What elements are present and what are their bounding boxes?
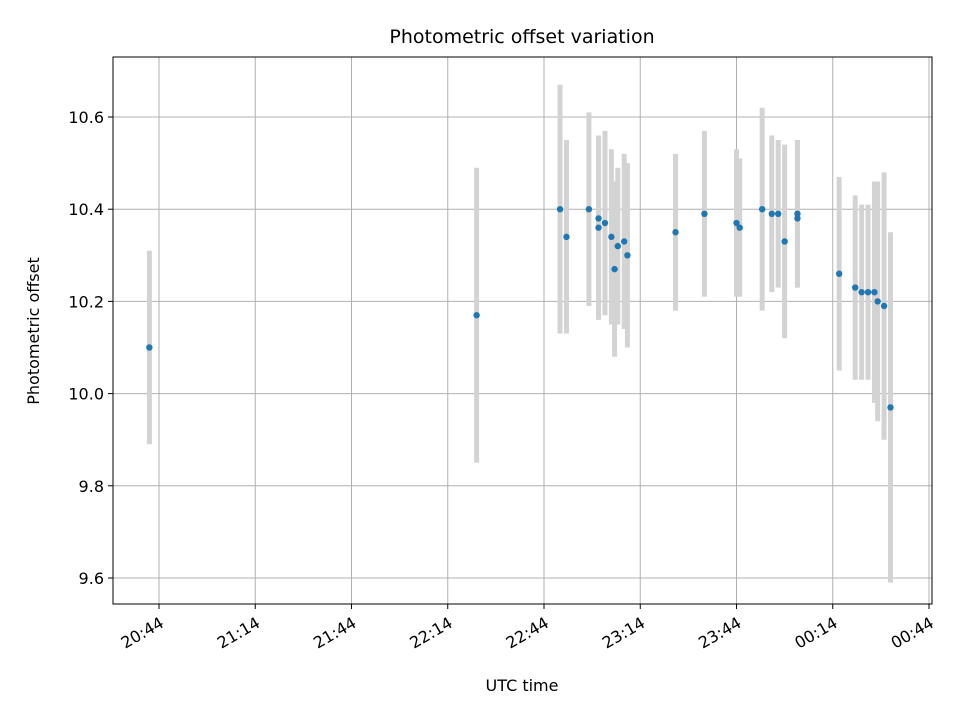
data-point [758,206,766,213]
data-points [146,206,894,411]
data-point [595,215,602,222]
data-point [585,206,593,213]
x-axis-label: UTC time [486,676,559,695]
data-point [621,238,628,245]
y-tick-label: 10.0 [68,385,104,404]
data-point [781,238,788,245]
data-point [835,270,843,277]
data-point [611,265,618,273]
data-point [563,233,570,241]
chart-title: Photometric offset variation [389,26,654,48]
data-point [775,210,782,218]
data-point [880,302,888,310]
y-tick-label: 9.8 [79,477,104,496]
data-point [768,210,775,218]
plot-frame [112,56,933,605]
y-tick-label: 10.4 [68,200,104,219]
data-point [601,219,609,227]
data-point [874,298,881,305]
data-point [852,284,859,291]
data-point [871,288,878,296]
data-point [701,210,708,218]
data-point [608,233,615,241]
y-tick-label: 9.6 [79,569,104,588]
data-point [595,224,602,231]
data-point [864,288,872,296]
data-point [794,210,801,218]
data-point [887,404,894,411]
data-point [858,288,865,296]
data-point [146,344,153,351]
data-point [736,224,743,231]
y-axis-label: Photometric offset [24,257,43,405]
data-point [794,215,801,222]
data-point [614,242,621,250]
data-point [624,252,631,259]
data-point [672,229,679,236]
data-point [556,206,564,213]
data-point [733,219,740,227]
y-tick-label: 10.2 [68,292,104,311]
y-tick-label: 10.6 [68,108,104,127]
data-point [473,312,480,319]
